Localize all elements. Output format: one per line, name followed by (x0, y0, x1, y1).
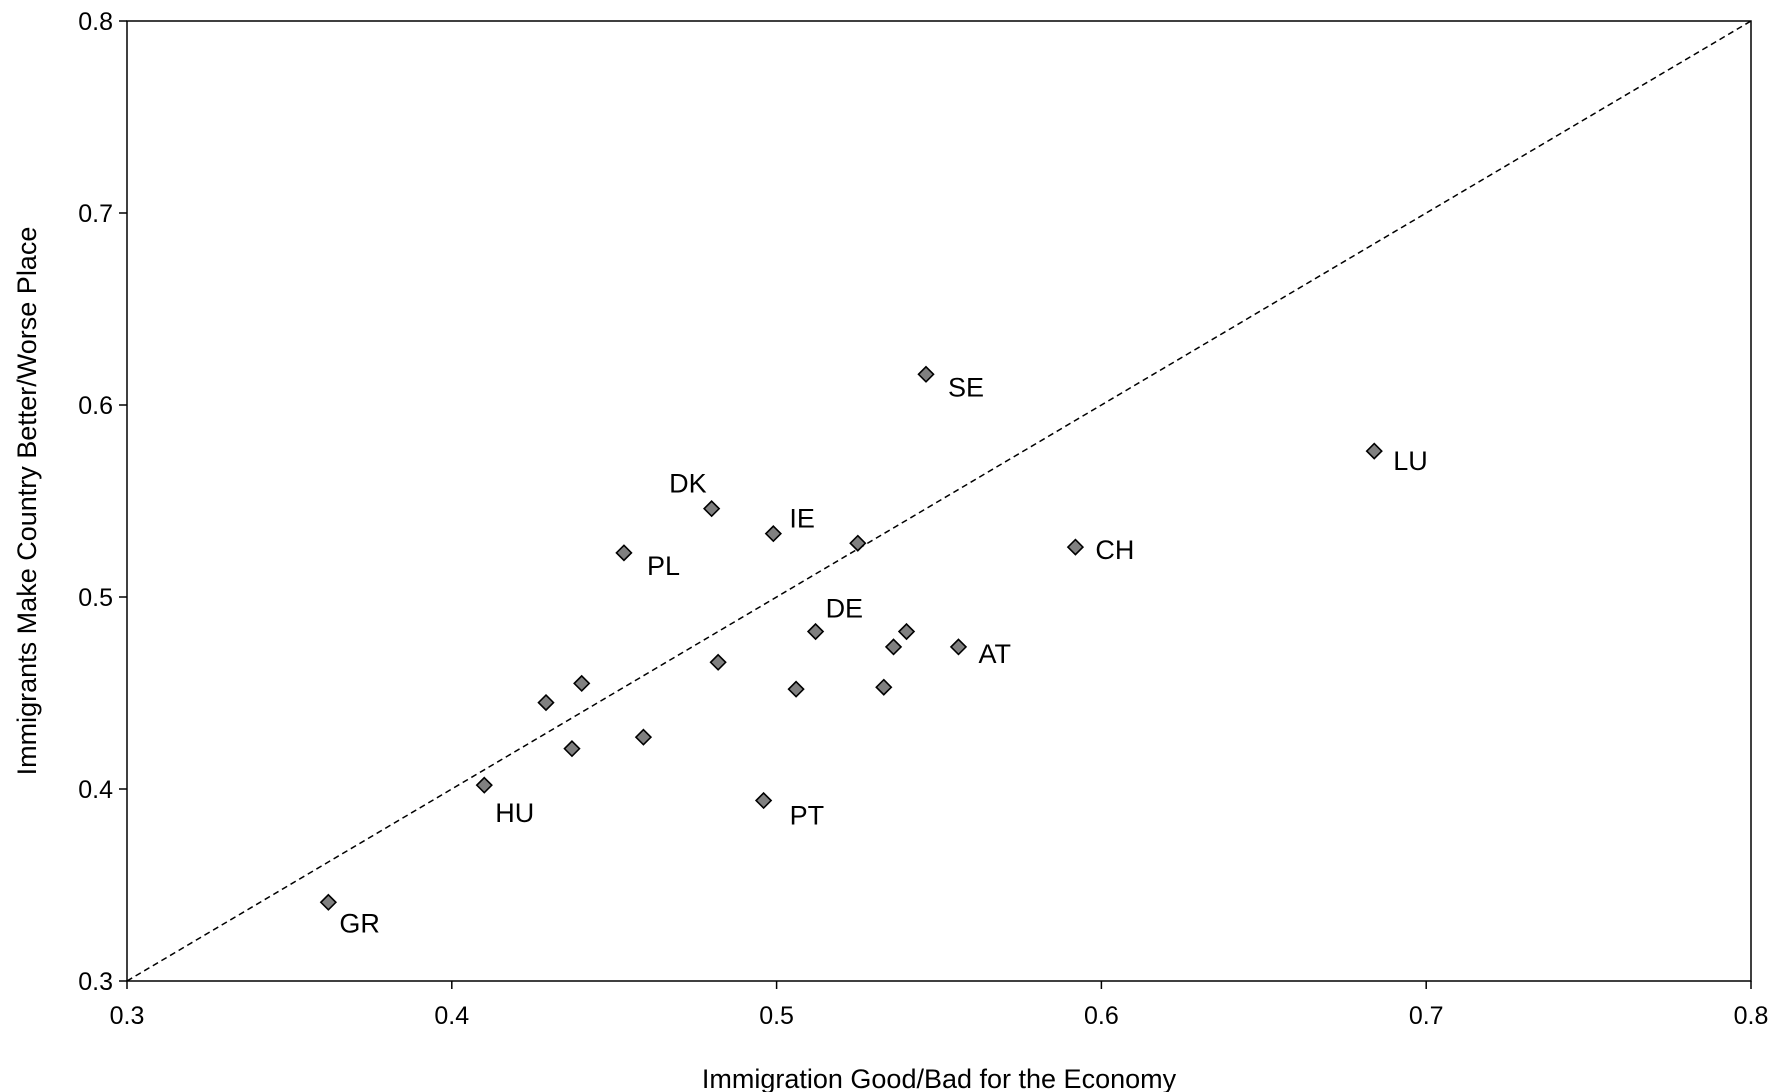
scatter-point (537, 693, 555, 712)
point-label: CH (1095, 535, 1134, 565)
x-axis-title: Immigration Good/Bad for the Economy (702, 1064, 1177, 1092)
scatter-point (764, 525, 782, 543)
scatter-point (917, 365, 935, 383)
y-axis: 0.3 0.4 0.5 0.6 0.7 0.8 (78, 8, 127, 996)
scatter-point (563, 740, 581, 758)
x-tick-label: 0.6 (1084, 1002, 1119, 1030)
y-tick-label: 0.4 (78, 776, 113, 804)
scatter-point (849, 534, 867, 552)
data-points (319, 365, 1383, 911)
point-label: DE (826, 594, 864, 624)
scatter-point (875, 678, 893, 696)
scatter-point (319, 893, 338, 911)
scatter-point (897, 622, 916, 641)
scatter-point (806, 622, 825, 641)
scatter-point (573, 674, 591, 693)
scatter-point (709, 653, 727, 671)
scatter-point (1365, 442, 1383, 460)
x-tick-label: 0.8 (1734, 1002, 1769, 1030)
x-tick-label: 0.7 (1409, 1002, 1444, 1030)
scatter-point (787, 680, 805, 698)
point-label: IE (789, 504, 815, 534)
scatter-point (615, 544, 633, 562)
point-label: GR (339, 908, 380, 938)
y-tick-label: 0.6 (78, 392, 113, 420)
point-label: AT (978, 639, 1011, 669)
scatter-point (703, 500, 721, 518)
x-tick-label: 0.4 (434, 1002, 469, 1030)
point-label: DK (669, 469, 707, 499)
point-label: PL (647, 551, 680, 581)
point-label: PT (790, 801, 825, 831)
scatter-point (634, 728, 653, 746)
y-axis-title: Immigrants Make Country Better/Worse Pla… (12, 227, 42, 776)
x-tick-label: 0.3 (110, 1002, 145, 1030)
reference-line (127, 21, 1751, 981)
point-label: SE (948, 372, 984, 402)
scatter-point (884, 638, 903, 656)
point-label: HU (495, 798, 534, 828)
scatter-point (949, 638, 968, 656)
x-axis: 0.3 0.4 0.5 0.6 0.7 0.8 (110, 981, 1769, 1030)
scatter-point (1066, 538, 1085, 556)
x-tick-label: 0.5 (759, 1002, 794, 1030)
point-labels: GR HU PL DK PT IE DE SE AT CH LU (339, 372, 1427, 938)
reference-line-layer (127, 21, 1751, 981)
y-tick-label: 0.3 (78, 968, 113, 996)
y-tick-label: 0.8 (78, 8, 113, 36)
y-tick-label: 0.7 (78, 200, 113, 228)
y-tick-label: 0.5 (78, 584, 113, 612)
scatter-point (754, 791, 773, 810)
point-label: LU (1393, 446, 1428, 476)
scatter-point (475, 776, 493, 794)
